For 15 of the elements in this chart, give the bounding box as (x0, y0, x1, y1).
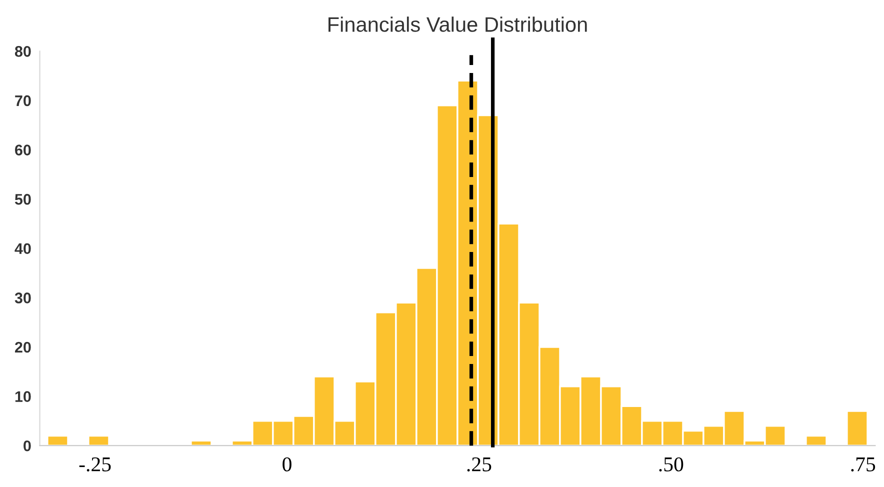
y-tick-label: 40 (14, 243, 31, 254)
chart-title: Financials Value Distribution (328, 16, 587, 32)
x-tick-label: -.25 (79, 457, 111, 472)
y-tick-label: 80 (14, 46, 31, 57)
y-tick-label: 60 (15, 144, 31, 156)
x-tick-label: 0 (282, 457, 292, 472)
y-tick-label: 10 (15, 391, 31, 402)
y-tick-label: 70 (15, 95, 31, 106)
y-tick-label: 20 (14, 342, 31, 353)
x-tick-label: .50 (659, 457, 684, 472)
y-tick-label: 30 (14, 292, 31, 304)
y-tick-label: 50 (14, 194, 31, 205)
x-tick-label: .75 (851, 458, 876, 472)
y-tick-label: 0 (24, 440, 31, 452)
x-tick-label: .25 (467, 457, 492, 472)
